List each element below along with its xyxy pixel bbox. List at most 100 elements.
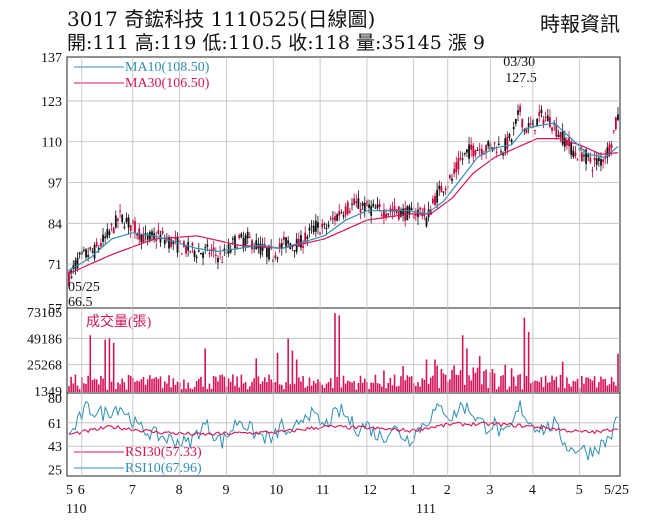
candle-body <box>117 218 119 221</box>
volume-bar <box>561 361 564 392</box>
volume-bar <box>159 376 162 392</box>
volume-bar <box>257 376 260 392</box>
candle-body <box>195 256 198 259</box>
candle-body <box>527 123 530 127</box>
candle-body <box>549 117 551 127</box>
volume-bar <box>387 383 389 392</box>
volume-bar <box>89 335 92 392</box>
volume-bar <box>429 377 432 392</box>
candle-body <box>87 255 90 258</box>
volume-bar <box>466 348 468 392</box>
candle-body <box>438 185 441 190</box>
volume-bar <box>149 375 151 392</box>
volume-bar <box>72 383 75 392</box>
volume-bar <box>474 372 477 392</box>
volume-bar <box>546 382 549 392</box>
volume-bar <box>180 389 183 392</box>
volume-bar <box>521 389 524 392</box>
volume-bar <box>100 376 102 392</box>
candle-body <box>114 215 117 228</box>
candle-body <box>423 207 426 217</box>
candle-body <box>102 234 104 242</box>
volume-bar <box>606 385 609 392</box>
candle-body <box>280 243 283 249</box>
x-tick-label: 3 <box>486 483 493 498</box>
volume-bar <box>487 388 489 392</box>
high-date-label: 03/30 <box>503 55 535 70</box>
candle-body <box>544 116 547 118</box>
volume-bar <box>334 313 336 392</box>
x-tick-label: 11 <box>316 483 329 498</box>
volume-bar <box>76 385 79 392</box>
volume-bar <box>119 384 121 392</box>
candle-body <box>82 249 85 251</box>
rsi-y-tick: 61 <box>48 417 62 432</box>
volume-bar <box>410 376 413 392</box>
candle-body <box>559 132 562 138</box>
volume-bar <box>144 384 147 392</box>
volume-bar <box>302 376 304 392</box>
candle-body <box>510 139 513 143</box>
volume-bar <box>136 380 138 392</box>
volume-bar <box>583 383 585 392</box>
volume-bar <box>198 378 200 392</box>
volume-bar <box>110 381 113 392</box>
volume-bar <box>370 382 372 392</box>
candle-body <box>287 240 290 244</box>
candle-body <box>514 118 517 124</box>
candle-body <box>466 149 468 153</box>
volume-bar <box>285 382 287 392</box>
volume-bar <box>385 388 387 392</box>
candle-body <box>244 235 247 246</box>
volume-bar <box>421 378 424 392</box>
candle-body <box>478 149 481 151</box>
volume-bar <box>155 377 158 392</box>
volume-bar <box>595 387 598 392</box>
candle-body <box>163 239 166 245</box>
candle-body <box>470 144 473 150</box>
candle-body <box>387 213 390 215</box>
candle-body <box>519 106 522 112</box>
candle-body <box>487 141 490 147</box>
candle-body <box>574 152 577 156</box>
candle-body <box>374 207 377 209</box>
candle-body <box>314 220 317 232</box>
candle-body <box>104 236 107 239</box>
volume-bar <box>291 350 294 392</box>
candle-body <box>112 227 115 234</box>
legend-label: MA30(106.50) <box>125 76 210 91</box>
candle-body <box>610 144 613 148</box>
volume-bar <box>598 382 600 392</box>
volume-y-tick: 25268 <box>27 359 62 374</box>
volume-bar <box>215 376 217 392</box>
candle-body <box>317 222 319 228</box>
candle-body <box>204 247 207 249</box>
volume-bar <box>593 376 596 392</box>
candle-body <box>265 248 268 257</box>
volume-bar <box>587 377 590 392</box>
candle-body <box>461 158 464 160</box>
volume-bar <box>483 371 485 392</box>
candle-body <box>106 228 109 238</box>
volume-bar <box>97 384 100 392</box>
volume-panel: 73105 49186 25268 1349 成交量(張) <box>27 306 621 400</box>
candle-body <box>468 144 470 159</box>
volume-bar <box>212 375 215 392</box>
candle-body <box>78 252 81 255</box>
candle-body <box>304 232 307 243</box>
candle-body <box>566 139 568 146</box>
candle-body <box>497 143 500 146</box>
volume-bar <box>102 378 104 392</box>
volume-bar <box>259 383 262 392</box>
volume-bar <box>478 356 481 392</box>
candle-body <box>146 234 149 240</box>
volume-bar <box>74 374 77 392</box>
candle-body <box>451 178 453 181</box>
x-tick-label: 7 <box>129 483 136 498</box>
candle-body <box>512 126 515 130</box>
candle-body <box>251 240 253 250</box>
candle-body <box>278 243 281 249</box>
candle-body <box>253 247 256 249</box>
ma30-line <box>68 138 619 275</box>
